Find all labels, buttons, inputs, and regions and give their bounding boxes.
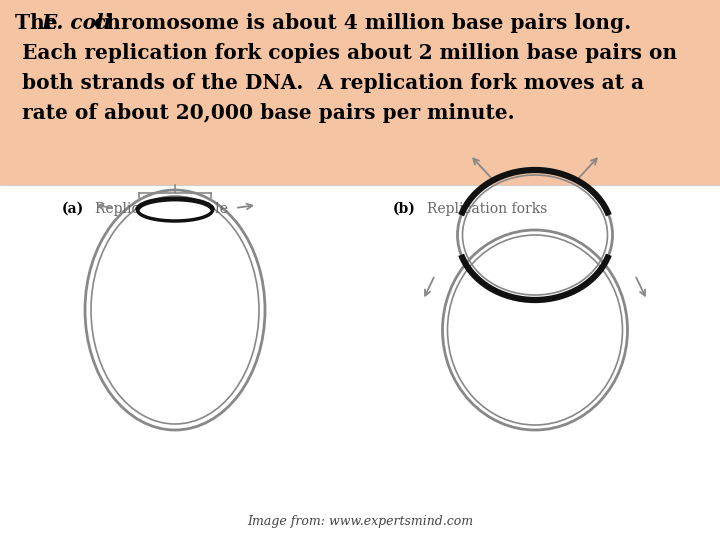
Text: rate of about 20,000 base pairs per minute.: rate of about 20,000 base pairs per minu… — [15, 103, 515, 123]
Text: (a): (a) — [62, 202, 84, 216]
Text: The: The — [15, 13, 65, 33]
Text: Replication forks: Replication forks — [427, 202, 547, 216]
Text: Replication bubble: Replication bubble — [95, 202, 228, 216]
Text: Image from: www.expertsmind.com: Image from: www.expertsmind.com — [247, 515, 473, 528]
Text: E. coli: E. coli — [41, 13, 112, 33]
Ellipse shape — [138, 199, 212, 221]
Text: Each replication fork copies about 2 million base pairs on: Each replication fork copies about 2 mil… — [15, 43, 677, 63]
Text: both strands of the DNA.  A replication fork moves at a: both strands of the DNA. A replication f… — [15, 73, 644, 93]
Bar — [0, 0, 720, 185]
Text: (b): (b) — [393, 202, 416, 216]
Text: chromosome is about 4 million base pairs long.: chromosome is about 4 million base pairs… — [87, 13, 631, 33]
